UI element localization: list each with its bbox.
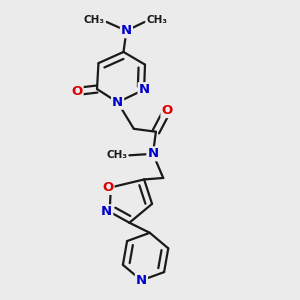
Text: N: N	[121, 24, 132, 37]
Text: N: N	[136, 274, 147, 287]
Text: O: O	[161, 104, 173, 117]
Text: CH₃: CH₃	[106, 150, 127, 160]
Text: N: N	[147, 147, 158, 160]
Text: CH₃: CH₃	[84, 15, 105, 26]
Text: O: O	[102, 181, 113, 194]
Text: N: N	[101, 205, 112, 218]
Text: N: N	[139, 83, 150, 96]
Text: CH₃: CH₃	[146, 15, 167, 26]
Text: O: O	[71, 85, 82, 98]
Text: N: N	[112, 96, 123, 109]
